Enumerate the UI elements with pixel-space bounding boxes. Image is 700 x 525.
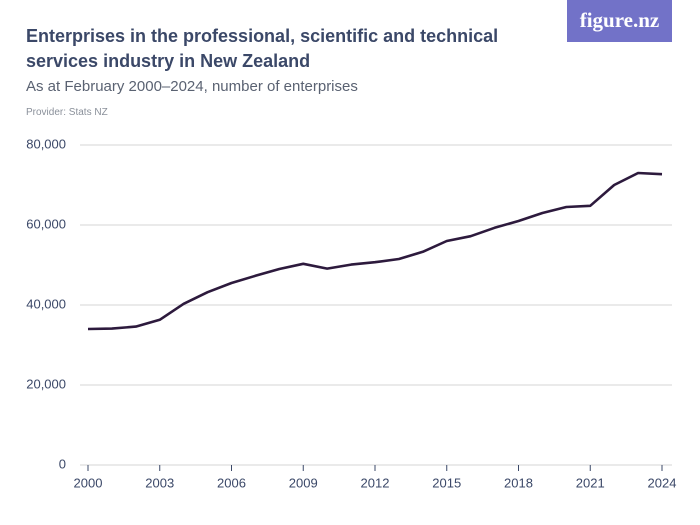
x-tick-label: 2006 [217,475,246,490]
y-tick-label: 60,000 [26,216,66,231]
data-line [87,171,663,331]
chart-title: Enterprises in the professional, scienti… [26,26,499,71]
x-tick-label: 2000 [74,475,103,490]
chart-subtitle: As at February 2000–2024, number of ente… [26,78,358,95]
x-tick-label: 2018 [504,475,533,490]
provider: Provider: Stats NZ [26,107,108,118]
logo[interactable]: figure.nz [567,0,672,42]
x-tick-label: 2021 [576,475,605,490]
y-tick-label: 0 [59,456,66,471]
y-tick-label: 20,000 [26,376,66,391]
x-tick-label: 2009 [289,475,318,490]
y-tick-label: 80,000 [26,136,66,151]
y-tick-label: 40,000 [26,296,66,311]
x-tick-label: 2015 [432,475,461,490]
x-tick-label: 2003 [145,475,174,490]
x-tick-label: 2012 [361,475,390,490]
x-tick-label: 2024 [648,475,677,490]
